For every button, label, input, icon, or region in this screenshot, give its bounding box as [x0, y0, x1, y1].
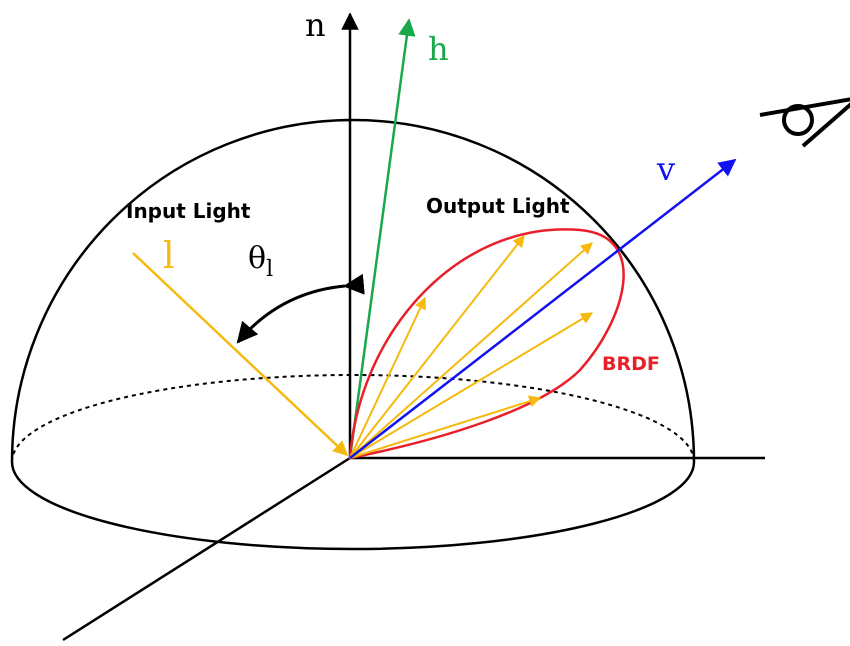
hemisphere-dome [10, 118, 696, 463]
output-ray [349, 312, 594, 459]
input-light-ray [132, 252, 349, 457]
output-ray [349, 235, 525, 459]
theta-angle-arc [236, 273, 365, 344]
brdf-label: BRDF [602, 353, 660, 375]
view-vector [349, 158, 737, 459]
output-light-label: Output Light [426, 194, 570, 218]
view-label: v [656, 150, 675, 188]
half-vector-label: h [428, 30, 449, 68]
normal-label: n [305, 6, 326, 44]
half-vector [348, 18, 416, 459]
output-rays [349, 235, 594, 459]
eye-icon [759, 97, 850, 148]
surface-axis-front [62, 456, 351, 642]
input-light-label: Input Light [126, 199, 251, 223]
output-ray [349, 395, 542, 459]
theta-symbol: θ [248, 241, 266, 276]
theta-label: θl [248, 241, 273, 282]
light-label: l [163, 236, 175, 277]
hemisphere-base-back [11, 374, 695, 463]
output-ray [349, 242, 593, 459]
brdf-lobe [348, 228, 625, 460]
theta-subscript: l [266, 257, 273, 282]
output-ray [349, 296, 426, 459]
hemisphere-base-front [10, 461, 696, 551]
